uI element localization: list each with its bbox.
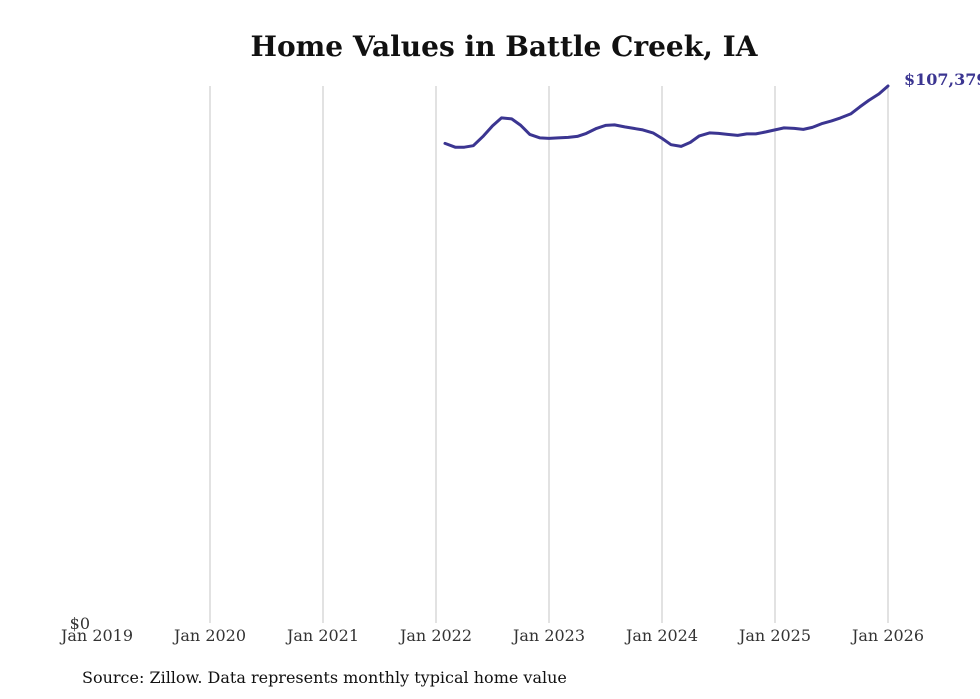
labels-layer: Jan 2019 Jan 2020 Jan 2021 Jan 2022 Jan 2023… — [59, 70, 980, 645]
x-tick-label: Jan 2022 — [398, 626, 472, 645]
x-tick-label: Jan 2024 — [624, 626, 698, 645]
x-tick-label: Jan 2023 — [511, 626, 585, 645]
x-tick-label: Jan 2020 — [172, 626, 246, 645]
gridlines — [209, 86, 889, 623]
chart-title: Home Values in Battle Creek, IA — [250, 30, 758, 63]
x-tick-label: Jan 2025 — [737, 626, 811, 645]
source-note: Source: Zillow. Data represents monthly … — [82, 668, 567, 687]
x-tick-label: Jan 2021 — [285, 626, 359, 645]
y-tick-label: $0 — [70, 614, 90, 633]
x-tick-label: Jan 2019 — [59, 626, 133, 645]
x-tick-label: Jan 2026 — [850, 626, 924, 645]
series-layer — [443, 84, 890, 149]
series-line — [443, 84, 890, 149]
end-value-label: $107,379 — [904, 70, 980, 89]
